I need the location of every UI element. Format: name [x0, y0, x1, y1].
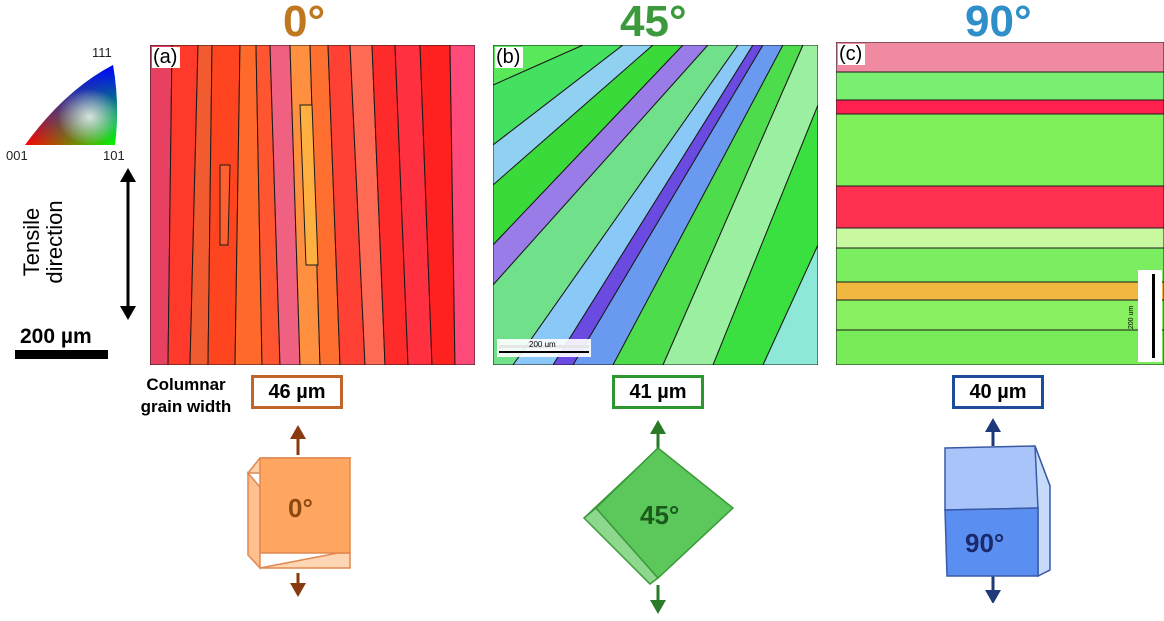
ipf-label-111: 111 — [92, 45, 112, 60]
scale-bar — [15, 350, 108, 359]
ipf-label-001: 001 — [6, 148, 28, 163]
grain-width-box-b: 41 µm — [612, 375, 704, 409]
ebsd-map-b: 200 um (b) — [493, 45, 818, 365]
cube-label-c: 90° — [965, 528, 1005, 558]
tensile-direction-arrow-icon — [120, 168, 136, 320]
panel-label-b: (b) — [495, 47, 524, 68]
grain-width-box-c: 40 µm — [952, 375, 1044, 409]
ipf-triangle-icon — [25, 65, 118, 145]
tensile-direction-label: Tensile direction — [19, 172, 67, 312]
title-90deg: 90° — [965, 0, 1032, 46]
title-45deg: 45° — [620, 0, 687, 46]
grain-width-label: Columnar grain width — [126, 374, 246, 418]
tensile-label-line1: Tensile — [19, 207, 44, 277]
title-0deg: 0° — [283, 0, 326, 46]
panel-label-c: (c) — [838, 44, 866, 65]
scale-bar-label: 200 µm — [20, 325, 92, 348]
grain-width-box-a: 46 µm — [251, 375, 343, 409]
orientation-cube-a-icon — [246, 425, 352, 597]
ipf-label-101: 101 — [103, 148, 125, 163]
grain-width-line2: grain width — [140, 397, 232, 416]
orientation-cube-b-icon — [582, 420, 735, 614]
ebsd-map-c: 200 um (c) — [836, 42, 1164, 365]
ebsd-map-a: (a) — [150, 45, 475, 365]
panel-label-a: (a) — [152, 47, 181, 68]
orientation-cube-c-icon — [944, 418, 1051, 603]
cube-label-b: 45° — [640, 500, 680, 530]
tensile-label-line2: direction — [42, 200, 67, 284]
inset-scale-c: 200 um — [1128, 305, 1136, 330]
cube-label-a: 0° — [288, 493, 313, 523]
inset-scale-b: 200 um — [529, 340, 556, 349]
grain-width-line1: Columnar — [146, 375, 226, 394]
